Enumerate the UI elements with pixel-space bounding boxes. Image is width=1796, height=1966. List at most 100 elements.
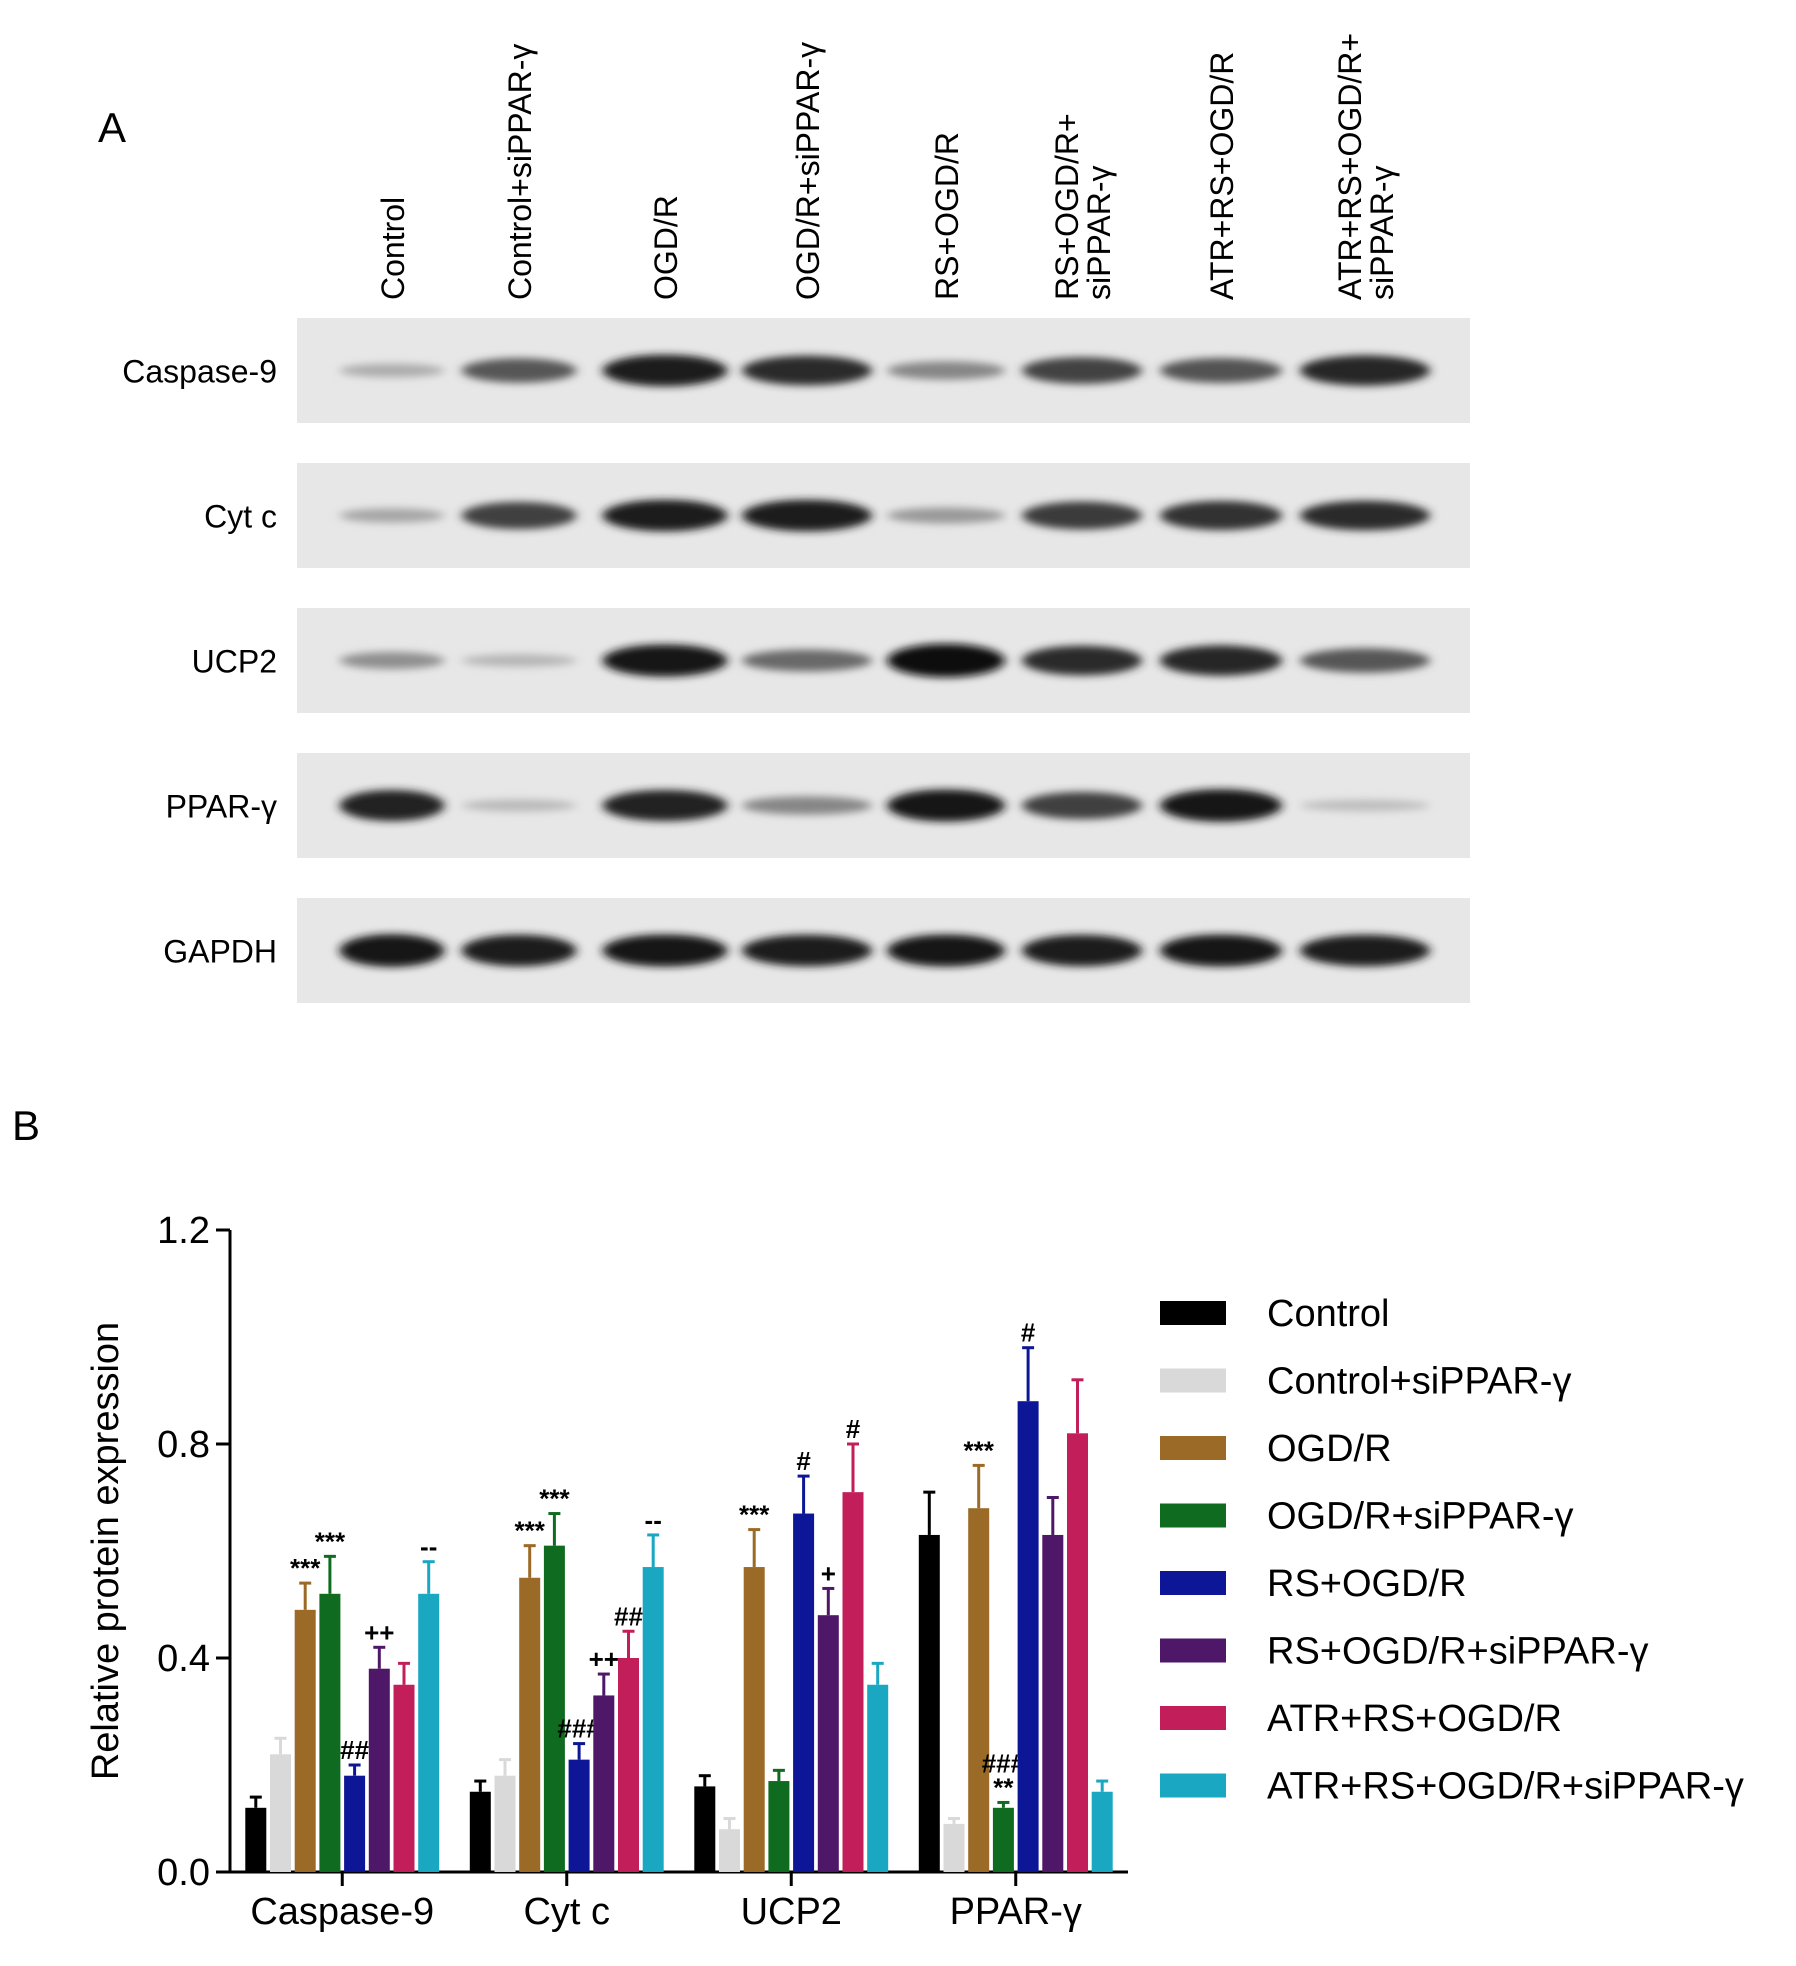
lane-label: ATR+RS+OGD/R+ — [1332, 33, 1368, 300]
lane-label: Control — [375, 197, 411, 300]
significance-label: # — [796, 1446, 811, 1476]
protein-band — [461, 799, 577, 812]
protein-band — [1300, 500, 1430, 531]
protein-band — [1300, 648, 1430, 673]
significance-label: ++ — [364, 1617, 394, 1647]
bar — [743, 1567, 765, 1872]
lane-label: siPPAR-γ — [1364, 165, 1400, 300]
legend-swatch — [1160, 1436, 1226, 1460]
protein-band — [1160, 934, 1282, 967]
x-tick-label: Cyt c — [523, 1891, 610, 1933]
bar — [1067, 1433, 1088, 1872]
bar — [494, 1775, 516, 1872]
bar — [842, 1492, 864, 1872]
bar — [768, 1781, 790, 1872]
protein-band — [602, 934, 728, 967]
protein-band — [1022, 934, 1142, 967]
bar — [918, 1534, 940, 1872]
y-tick-label: 0.4 — [157, 1638, 210, 1680]
bar — [943, 1823, 965, 1872]
bar — [817, 1615, 839, 1872]
protein-band — [742, 499, 872, 532]
lane-label: RS+OGD/R — [929, 132, 965, 300]
legend-swatch — [1160, 1706, 1226, 1730]
significance-label: *** — [315, 1526, 346, 1556]
bar-chart: 0.0 0.4 0.8 1.2 Relative protein expression C… — [85, 1210, 1744, 1933]
legend-swatch — [1160, 1571, 1226, 1595]
significance-label: *** — [290, 1553, 321, 1583]
significance-label: # — [1021, 1318, 1036, 1348]
significance-label: *** — [964, 1435, 995, 1465]
protein-band — [461, 358, 577, 383]
legend-swatch — [1160, 1773, 1226, 1798]
bar — [793, 1513, 815, 1872]
legend-label: RS+OGD/R — [1267, 1563, 1467, 1605]
bar — [270, 1754, 291, 1872]
protein-band — [461, 654, 577, 667]
protein-band — [339, 934, 445, 967]
blot-label: UCP2 — [192, 644, 277, 680]
x-tick-label: PPAR-γ — [950, 1891, 1082, 1933]
bar — [1091, 1791, 1113, 1872]
bar — [519, 1577, 541, 1872]
protein-band — [1160, 358, 1282, 383]
protein-band — [461, 501, 577, 530]
protein-band — [339, 789, 445, 822]
blot-label: Caspase-9 — [122, 354, 277, 390]
protein-band — [1300, 934, 1430, 967]
y-tick-label: 0.0 — [157, 1852, 210, 1894]
bar — [618, 1658, 639, 1872]
legend-swatch — [1160, 1301, 1226, 1325]
legend-label: ATR+RS+OGD/R — [1267, 1698, 1562, 1740]
legend-label: RS+OGD/R+siPPAR-γ — [1267, 1631, 1648, 1673]
protein-band — [339, 363, 445, 378]
significance-label: -- — [645, 1505, 662, 1535]
bar — [344, 1775, 366, 1872]
lane-label: ATR+RS+OGD/R — [1204, 52, 1240, 300]
bar — [568, 1759, 590, 1872]
lane-label: siPPAR-γ — [1081, 165, 1117, 300]
y-axis-label: Relative protein expression — [85, 1322, 127, 1780]
bar — [593, 1695, 615, 1872]
lane-label: OGD/R+siPPAR-γ — [790, 42, 826, 300]
protein-band — [1022, 501, 1142, 530]
bar — [1042, 1534, 1064, 1872]
blot-label: Cyt c — [204, 499, 277, 535]
y-tick-label: 1.2 — [157, 1210, 210, 1252]
y-tick-label: 0.8 — [157, 1424, 210, 1466]
legend-label: Control+siPPAR-γ — [1267, 1361, 1571, 1403]
x-tick-label: Caspase-9 — [250, 1891, 434, 1933]
blot-label: PPAR-γ — [166, 789, 277, 825]
significance-label: ++ — [589, 1644, 619, 1674]
bar — [968, 1508, 990, 1872]
protein-band — [602, 789, 728, 822]
legend-label: Control — [1267, 1293, 1390, 1335]
protein-band — [1300, 355, 1430, 386]
protein-band — [339, 508, 445, 523]
protein-band — [1022, 645, 1142, 676]
bar — [1017, 1401, 1039, 1872]
lane-label: RS+OGD/R+ — [1049, 113, 1085, 300]
bar — [694, 1786, 716, 1872]
significance-label: *** — [539, 1484, 570, 1514]
protein-band — [742, 796, 872, 815]
protein-band — [742, 649, 872, 672]
protein-band — [742, 355, 872, 386]
legend-label: OGD/R — [1267, 1428, 1392, 1470]
bar — [642, 1567, 664, 1872]
significance-label: ** — [993, 1772, 1014, 1802]
protein-band — [602, 354, 728, 387]
legend-label: OGD/R+siPPAR-γ — [1267, 1496, 1574, 1538]
bar — [992, 1807, 1014, 1872]
lane-label: Control+siPPAR-γ — [502, 44, 538, 300]
protein-band — [602, 644, 728, 677]
legend-swatch — [1160, 1368, 1226, 1393]
bar — [543, 1545, 565, 1872]
panel-b-label: B — [12, 1102, 40, 1149]
significance-label: # — [846, 1414, 861, 1444]
significance-label: ## — [340, 1735, 369, 1765]
legend-swatch — [1160, 1503, 1226, 1528]
protein-band — [887, 789, 1005, 822]
x-tick-label: UCP2 — [741, 1891, 842, 1933]
significance-label: *** — [515, 1516, 546, 1546]
